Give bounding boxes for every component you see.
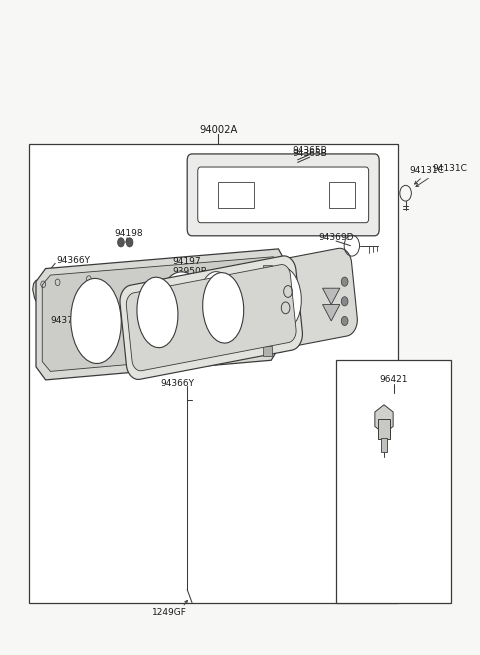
Polygon shape [36,249,288,380]
Ellipse shape [265,267,301,329]
Bar [263,282,272,291]
FancyBboxPatch shape [187,154,379,236]
Ellipse shape [157,272,208,357]
Bar [329,182,355,208]
Circle shape [341,297,348,306]
Text: 94197: 94197 [173,257,202,267]
Bar [29,144,398,603]
Ellipse shape [203,272,244,343]
Bar [263,346,272,356]
Polygon shape [185,248,357,364]
Circle shape [341,316,348,326]
Polygon shape [375,405,393,434]
Circle shape [341,277,348,286]
Bar [263,331,272,341]
Polygon shape [323,305,340,321]
Text: 94131C: 94131C [432,164,467,174]
Text: 93950B: 93950B [173,267,208,276]
FancyBboxPatch shape [198,167,369,223]
Polygon shape [323,288,340,305]
Bar [378,419,390,439]
Bar [336,360,451,603]
Polygon shape [42,257,281,371]
Ellipse shape [199,272,236,333]
Polygon shape [33,269,103,301]
Text: 94365B: 94365B [292,146,327,155]
Bar [381,438,387,452]
Text: 96421: 96421 [379,375,408,384]
Polygon shape [120,256,302,379]
Ellipse shape [137,277,178,348]
Text: 94131C: 94131C [410,166,444,175]
Polygon shape [126,265,296,371]
Text: 94002A: 94002A [199,124,238,135]
Circle shape [118,238,124,247]
Bar [263,265,272,274]
Text: 1249GF: 1249GF [152,608,186,617]
Text: 94370: 94370 [50,316,79,326]
Circle shape [126,238,133,247]
Text: 94365B: 94365B [292,149,327,159]
Ellipse shape [71,278,121,364]
Text: 94366Y: 94366Y [57,256,91,265]
Text: 94198: 94198 [114,229,143,238]
Bar [218,182,254,208]
Text: 94369D: 94369D [318,233,354,242]
Text: 94366Y: 94366Y [161,379,194,388]
